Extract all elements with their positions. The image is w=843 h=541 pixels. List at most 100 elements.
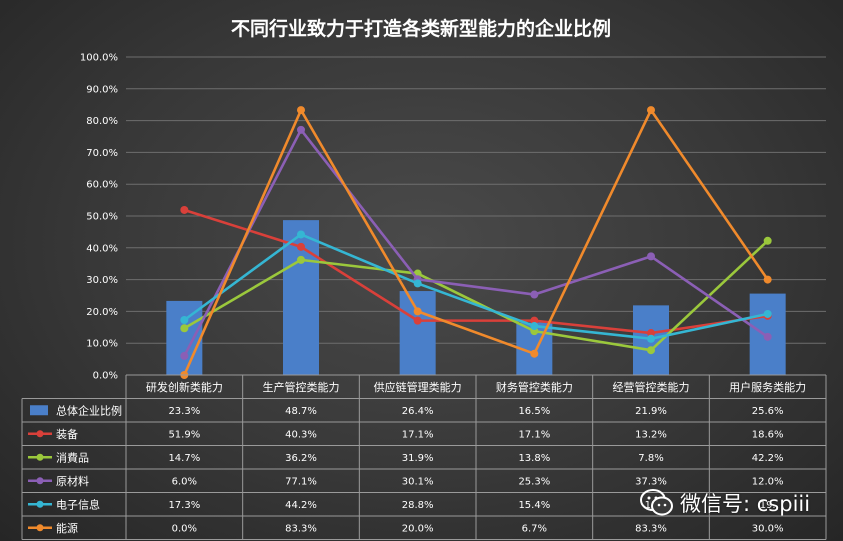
line-series <box>180 106 772 379</box>
table-cell: 13.8% <box>518 453 550 464</box>
y-tick-label: 80.0% <box>86 116 118 127</box>
y-tick-label: 40.0% <box>86 243 118 254</box>
table-cell: 19. <box>760 500 776 511</box>
bar <box>399 291 436 375</box>
legend-key-marker <box>36 430 44 438</box>
y-tick-label: 100.0% <box>80 53 118 64</box>
line-point <box>647 346 655 355</box>
table-cell: 36.2% <box>285 453 317 464</box>
line-point <box>763 236 772 245</box>
table-cell: 37.3% <box>635 476 667 487</box>
table-cell: 13.2% <box>635 429 667 440</box>
table-cell: 16.5% <box>518 406 550 417</box>
y-tick-label: 10.0% <box>86 339 118 350</box>
line-point <box>530 290 539 299</box>
table-cell: 51.9% <box>168 429 200 440</box>
line-point <box>647 334 655 343</box>
series-line <box>183 208 768 335</box>
series-name: 能源 <box>56 521 78 535</box>
table-cell: 0.0% <box>172 523 197 534</box>
y-tick-label: 60.0% <box>86 180 118 191</box>
table-cell: 83.3% <box>635 523 667 534</box>
table-cell: 25.6% <box>752 406 784 417</box>
y-tick-label: 70.0% <box>86 148 118 159</box>
series-name: 电子信息 <box>56 497 100 511</box>
line-point <box>180 315 189 324</box>
series-line <box>183 233 768 341</box>
bar <box>166 300 203 375</box>
table-cell: 77.1% <box>285 476 317 487</box>
table-cell: 42.2% <box>752 453 784 464</box>
table-cell: 26.4% <box>402 406 434 417</box>
table-cell: 48.7% <box>285 406 317 417</box>
line-point <box>647 329 655 338</box>
line-point <box>647 106 655 115</box>
line-point <box>180 324 189 333</box>
line-point <box>413 316 422 325</box>
y-tick-label: 90.0% <box>86 84 118 95</box>
table-cell: 14.7% <box>168 453 200 464</box>
data-table: 研发创新类能力 生产管控类能力 供应链管理类能力 财务管控类能力 经营管控类能力 用户服务… <box>21 374 827 540</box>
table-cell: 11 <box>645 500 658 511</box>
series-line <box>183 128 769 357</box>
watermark-text: 微信号: cspiii <box>680 492 811 516</box>
line-point <box>297 230 305 239</box>
table-cell: 17.1% <box>402 429 434 440</box>
table-cell: 30.0% <box>752 523 784 534</box>
table-cell: 40.3% <box>285 429 317 440</box>
category-label: 经营管控类能力 <box>613 380 690 394</box>
line-point <box>763 309 772 318</box>
table-cell: 20.0% <box>402 523 434 534</box>
series-line <box>183 239 769 352</box>
y-tick-label: 0.0% <box>93 371 118 382</box>
series-name: 装备 <box>56 427 78 441</box>
legend-key-marker <box>36 500 44 508</box>
y-tick-label: 20.0% <box>86 307 118 318</box>
table-cell: 15.4% <box>518 500 550 511</box>
bar-series <box>166 220 786 375</box>
category-label: 生产管控类能力 <box>263 380 340 394</box>
legend-key <box>30 405 48 416</box>
line-point <box>180 351 189 360</box>
line-point <box>297 242 305 251</box>
watermark: 微信号: cspiii <box>640 486 835 520</box>
series-line <box>183 108 769 376</box>
table-cell: 17.3% <box>168 500 200 511</box>
table-cell: 31.9% <box>402 453 434 464</box>
line-point <box>297 255 305 264</box>
series-name: 原材料 <box>56 474 89 488</box>
line-point <box>530 349 539 358</box>
table-cell: 21.9% <box>635 406 667 417</box>
category-label: 财务管控类能力 <box>496 380 573 394</box>
category-label: 供应链管理类能力 <box>374 380 462 394</box>
table-cell: 18.6% <box>752 429 784 440</box>
y-tick-label: 50.0% <box>86 212 118 223</box>
table-cell: 25.3% <box>518 476 550 487</box>
category-label: 用户服务类能力 <box>729 380 806 394</box>
table-cell: 7.8% <box>638 453 663 464</box>
legend-key-marker <box>36 453 44 461</box>
line-point <box>297 106 305 115</box>
line-point <box>530 322 539 331</box>
legend-key-marker <box>36 477 44 485</box>
table-cell: 83.3% <box>285 523 317 534</box>
y-axis-ticks: 0.0% 10.0% 20.0% 30.0% 40.0% 50.0% 60.0% 70.0% 8… <box>80 53 118 382</box>
table-cell: 28.8% <box>402 500 434 511</box>
line-point <box>413 279 422 288</box>
line-point <box>297 125 305 134</box>
table-cell: 6.7% <box>522 523 547 534</box>
table-cell: 17.1% <box>518 429 550 440</box>
legend-key-marker <box>36 524 44 532</box>
line-point <box>180 205 189 214</box>
table-cell: 44.2% <box>285 500 317 511</box>
gridlines <box>126 56 826 376</box>
line-point <box>647 252 655 261</box>
line-point <box>413 307 422 316</box>
table-cell: 30.1% <box>402 476 434 487</box>
series-name: 总体企业比例 <box>56 403 122 417</box>
wechat-logo-icon <box>640 489 673 516</box>
y-tick-label: 30.0% <box>86 275 118 286</box>
table-cell: 6.0% <box>172 476 197 487</box>
chart-title: 不同行业致力于打造各类新型能力的企业比例 <box>231 17 611 40</box>
